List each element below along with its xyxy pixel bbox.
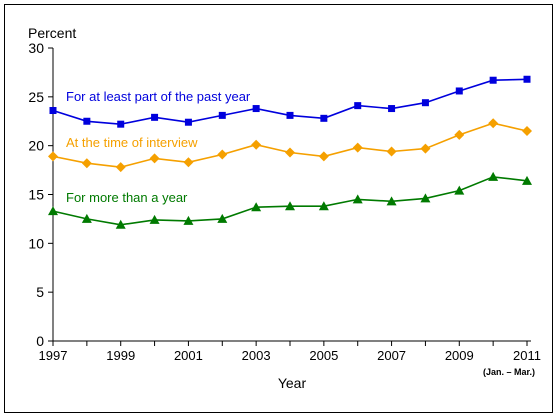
- data-point: [151, 113, 159, 121]
- data-point: [454, 185, 465, 195]
- data-point: [218, 111, 226, 119]
- data-point: [522, 175, 532, 185]
- x-tick-label: 2005: [309, 348, 338, 363]
- y-tick-label: 5: [36, 284, 44, 300]
- data-point: [251, 202, 262, 212]
- y-tick-label: 25: [28, 89, 44, 105]
- data-point: [523, 75, 531, 83]
- data-point: [49, 107, 57, 115]
- series-label: For more than a year: [66, 190, 188, 205]
- x-axis-title: Year: [278, 375, 307, 391]
- data-point: [115, 162, 126, 173]
- data-point: [115, 219, 126, 229]
- series-2: [48, 118, 532, 173]
- data-point: [117, 120, 125, 128]
- data-point: [488, 118, 499, 129]
- series-3: [48, 171, 532, 229]
- x-tick-label: 2007: [377, 348, 406, 363]
- data-point: [455, 87, 463, 95]
- data-point: [81, 213, 92, 223]
- data-point: [149, 214, 160, 224]
- y-tick-label: 15: [28, 187, 44, 203]
- x-tick-label: 2001: [174, 348, 203, 363]
- axes: 0 5 10 15 20 25 30 1997 1999 2001 2003 2005 2007 2009…: [28, 40, 541, 363]
- data-point: [320, 114, 328, 122]
- series-labels: For at least part of the past year At the…: [66, 89, 251, 205]
- y-tick-label: 0: [36, 333, 44, 349]
- data-point: [251, 139, 262, 150]
- y-tick-label: 30: [28, 40, 44, 56]
- data-point: [83, 117, 91, 125]
- data-point: [318, 151, 329, 162]
- data-point: [183, 157, 194, 168]
- series-label: At the time of interview: [66, 135, 198, 150]
- data-point: [386, 146, 397, 157]
- data-point: [522, 126, 532, 137]
- series-1: [49, 75, 531, 128]
- y-tick-label: 10: [28, 235, 44, 251]
- y-tick-label: 20: [28, 138, 44, 154]
- data-point: [285, 147, 295, 158]
- data-point: [48, 151, 58, 162]
- data-point: [454, 129, 465, 140]
- data-point: [252, 105, 260, 113]
- data-point: [217, 213, 228, 223]
- data-point: [488, 171, 499, 181]
- data-point: [421, 99, 429, 107]
- x-axis-note: (Jan. – Mar.): [483, 367, 535, 377]
- data-point: [489, 76, 497, 84]
- x-tick-label: 1997: [39, 348, 68, 363]
- data-point: [318, 201, 329, 211]
- data-point: [352, 142, 363, 153]
- x-tick-label: 2009: [445, 348, 474, 363]
- series-label: For at least part of the past year: [66, 89, 251, 104]
- data-point: [420, 193, 431, 203]
- data-point: [354, 102, 362, 110]
- data-point: [183, 215, 194, 225]
- data-point: [352, 194, 363, 204]
- chart-frame: [4, 4, 553, 413]
- data-point: [388, 105, 396, 113]
- data-point: [285, 201, 295, 211]
- data-point: [184, 118, 192, 126]
- x-tick-label: 1999: [106, 348, 135, 363]
- data-point: [386, 196, 397, 206]
- series-layer: [48, 75, 532, 229]
- data-point: [420, 143, 431, 154]
- data-point: [48, 206, 58, 216]
- data-point: [149, 153, 160, 164]
- y-axis-title: Percent: [28, 25, 76, 41]
- x-tick-label: 2011: [513, 348, 541, 363]
- data-point: [286, 111, 294, 119]
- data-point: [81, 158, 92, 169]
- data-point: [217, 149, 228, 160]
- x-tick-label: 2003: [242, 348, 271, 363]
